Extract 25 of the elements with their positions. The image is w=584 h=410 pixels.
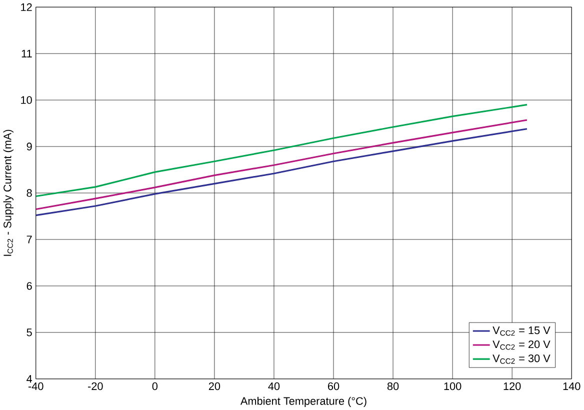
x-tick-label: 20 xyxy=(208,382,220,390)
legend-label: V$_{CC2}$ = 15 V xyxy=(492,326,550,336)
y-tick-label: 11 xyxy=(22,50,32,58)
y-tick-label: 10 xyxy=(21,96,32,104)
y-axis-title: I$_{CC2}$ - Supply Current (mA) xyxy=(3,130,14,256)
line-series xyxy=(36,104,528,197)
x-tick-label: 60 xyxy=(328,382,340,390)
x-tick-label: 140 xyxy=(563,382,580,390)
y-tick-label: 12 xyxy=(21,3,32,11)
x-tick-label: -20 xyxy=(88,382,103,390)
x-tick-label: 100 xyxy=(444,382,462,390)
y-tick-label: 7 xyxy=(26,236,32,244)
y-tick-label: 5 xyxy=(26,328,32,336)
x-tick-label: 40 xyxy=(268,382,280,390)
y-tick-label: 8 xyxy=(26,188,32,197)
x-tick-label: 0 xyxy=(152,382,158,390)
y-tick-label: 6 xyxy=(26,282,32,290)
legend-label: V$_{CC2}$ = 20 V xyxy=(492,340,550,350)
x-tick-label: 80 xyxy=(387,382,399,390)
x-tick-label: 120 xyxy=(504,382,521,390)
y-tick-label: 9 xyxy=(26,142,32,150)
x-axis-title: Ambient Temperature (°C) xyxy=(240,396,366,407)
x-tick-label: -40 xyxy=(28,382,44,390)
legend-label: V$_{CC2}$ = 30 V xyxy=(492,354,550,364)
y-tick-label: 4 xyxy=(26,374,32,382)
